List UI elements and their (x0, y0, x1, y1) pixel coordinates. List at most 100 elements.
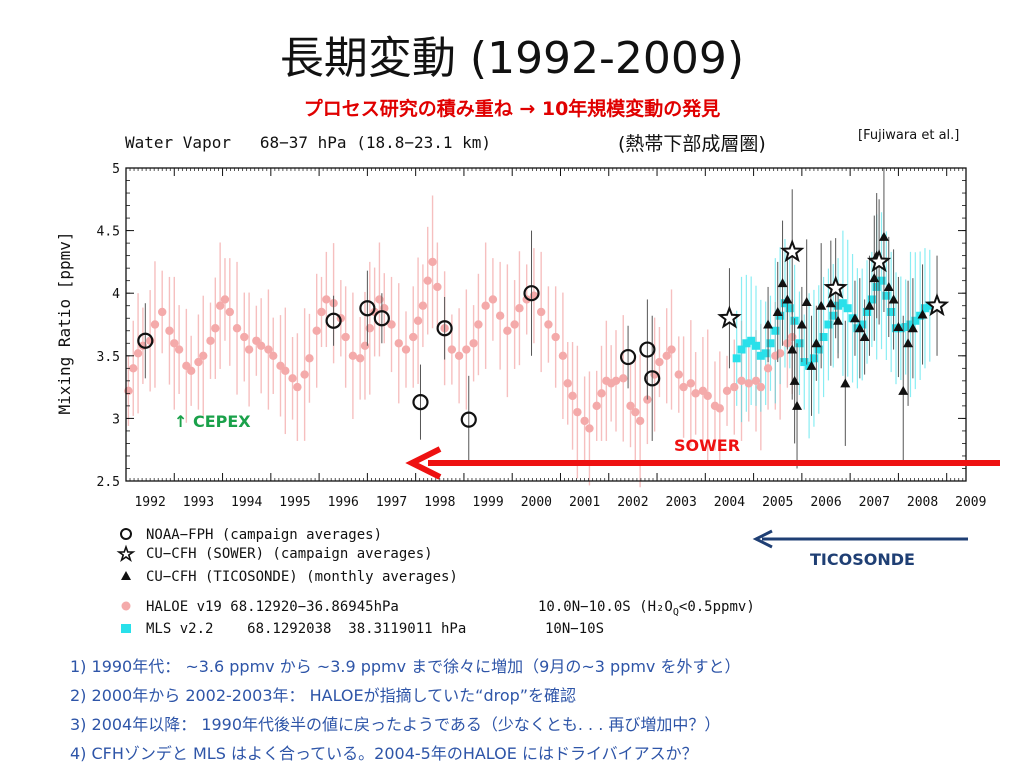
haloe-point (503, 326, 512, 335)
haloe-point (597, 389, 606, 398)
haloe-point (686, 379, 696, 388)
legend-haloe-region-text: 10.0N−10.0S (H₂O (538, 599, 673, 615)
haloe-point (515, 304, 524, 313)
legend-marker-cfh-ticosonde (121, 571, 131, 580)
ticosonde-point (893, 322, 904, 332)
haloe-point (365, 324, 374, 333)
haloe-point (722, 386, 732, 396)
haloe-point (423, 276, 432, 285)
haloe-point (751, 376, 761, 386)
mls-point (732, 354, 741, 363)
mls-point (756, 351, 765, 360)
haloe-point (312, 326, 321, 335)
x-tick-label: 1992 (134, 495, 165, 510)
chart-title-note: (熱帯下部成層圏) (618, 133, 766, 155)
sower-point (779, 239, 805, 263)
haloe-point (635, 416, 645, 426)
y-tick-label: 2.5 (97, 475, 120, 490)
haloe-point (580, 416, 589, 426)
ticosonde-point (903, 338, 914, 348)
haloe-point (655, 357, 664, 367)
haloe-point (413, 316, 423, 325)
x-tick-label: 2004 (714, 495, 745, 510)
noaa-point (359, 300, 376, 317)
x-tick-label: 2001 (569, 495, 600, 510)
legend-label-haloe-region: 10.0N−10.0S (H₂OQ<0.5ppmv) (538, 599, 755, 618)
mls-point (752, 341, 760, 350)
mls-point (920, 304, 929, 313)
haloe-point (170, 339, 179, 348)
ticosonde-point (787, 344, 798, 354)
note-item-2: 2) 2000年から 2002-2003年： HALOEが指摘していた“drop… (70, 686, 577, 705)
ticosonde-point (833, 315, 844, 325)
haloe-point (558, 351, 568, 360)
x-tick-label: 1994 (231, 495, 262, 510)
mls-point (766, 339, 775, 348)
noaa-point (373, 310, 390, 327)
haloe-point (387, 320, 396, 329)
legend-label-noaa: NOAA−FPH (campaign averages) (146, 527, 382, 543)
ticosonde-point (825, 298, 836, 308)
ticosonde-point (854, 323, 865, 333)
ticosonde-label: TICOSONDE (810, 550, 915, 569)
mls-point (925, 301, 934, 310)
plot-area: 2.5 3 3.5 4 4.5 5 1992 1993 1994 1995 1996 1997 1998… (97, 162, 987, 510)
noaa-point (412, 394, 429, 411)
x-tick-label: 2007 (859, 495, 890, 510)
haloe-point (462, 345, 471, 354)
haloe-point (691, 389, 700, 398)
x-tick-label: 2005 (762, 495, 793, 510)
ticosonde-point (917, 309, 928, 319)
ticosonde-point (789, 375, 800, 385)
haloe-point (186, 366, 196, 376)
y-tick-label: 3 (112, 412, 120, 427)
legend-label-mls-region: 10N−10S (545, 621, 604, 637)
mls-point (819, 333, 828, 342)
haloe-point (744, 379, 753, 388)
haloe-point (737, 376, 746, 386)
haloe-point (730, 382, 739, 392)
haloe-point (355, 354, 365, 363)
haloe-point (300, 370, 309, 379)
haloe-point (715, 404, 724, 413)
slide-title: 長期変動 (1992-2009) (279, 33, 745, 84)
ticosonde-point (883, 281, 894, 291)
legend-marker-cfh-sower (116, 544, 136, 562)
haloe-point (194, 357, 203, 367)
haloe-point (573, 407, 582, 417)
mls-point (877, 276, 886, 285)
cepex-label: ↑ CEPEX (174, 412, 251, 431)
mls-point (800, 358, 809, 367)
haloe-point (256, 341, 266, 350)
noaa-point (523, 285, 540, 302)
legend-marker-mls (121, 624, 131, 633)
haloe-point (510, 320, 519, 329)
haloe-point (317, 307, 326, 317)
mls-point (882, 291, 891, 300)
haloe-point (674, 370, 683, 379)
sower-point (823, 275, 848, 299)
haloe-point (150, 320, 160, 329)
ticosonde-point (840, 378, 851, 388)
noaa-point (619, 348, 637, 366)
sower-point (924, 292, 950, 317)
legend-marker-noaa (120, 528, 132, 540)
haloe-point (703, 391, 712, 401)
legend-label-mls: MLS v2.2 68.1292038 38.3119011 hPa (146, 621, 466, 637)
x-tick-label: 1997 (376, 495, 407, 510)
haloe-point (341, 332, 350, 342)
haloe-point (495, 311, 505, 320)
haloe-point (481, 301, 490, 310)
y-tick-label: 5 (112, 162, 120, 177)
plot-frame (125, 167, 967, 482)
ticosonde-point (859, 332, 870, 342)
water-vapor-chart: Water Vapor 68−37 hPa (18.8−23.1 km) (熱帯… (55, 133, 1000, 637)
ticosonde-point (811, 338, 822, 348)
haloe-point (454, 351, 464, 360)
x-tick-label: 1996 (328, 495, 359, 510)
mls-point (795, 339, 804, 348)
mls-point (742, 339, 751, 348)
haloe-point (763, 364, 773, 373)
mls-point (824, 320, 833, 329)
y-tick-label: 4 (112, 287, 120, 302)
